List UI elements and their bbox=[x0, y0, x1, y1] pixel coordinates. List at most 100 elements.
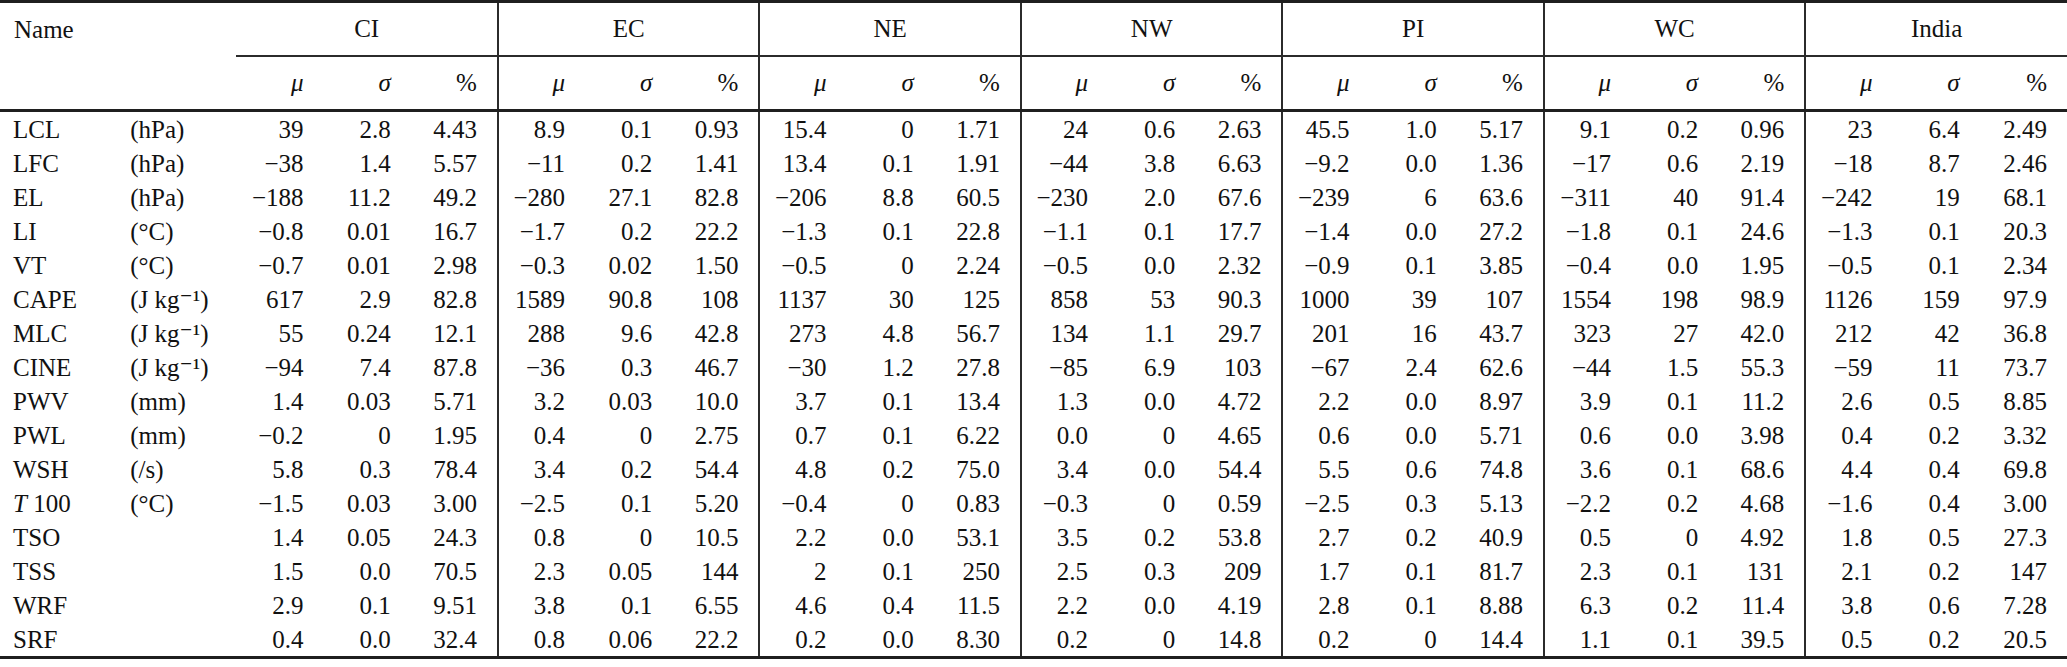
cell-nw-pct: 0.59 bbox=[1195, 486, 1282, 520]
cell-ec-pct: 5.20 bbox=[672, 486, 759, 520]
cell-wc-sigma: 0.1 bbox=[1631, 214, 1718, 248]
cell-ci-pct: 4.43 bbox=[411, 111, 498, 147]
row-label: PWV bbox=[0, 384, 116, 418]
cell-ec-sigma: 0.2 bbox=[585, 214, 672, 248]
group-header-row: NameCIECNENWPIWCIndia bbox=[0, 2, 2067, 57]
sigma-header-india: σ bbox=[1893, 56, 1980, 111]
table-row: CAPE(J kg⁻¹)6172.982.8158990.81081137301… bbox=[0, 282, 2067, 316]
cell-pi-sigma: 0.3 bbox=[1370, 486, 1457, 520]
cell-pi-pct: 8.88 bbox=[1457, 588, 1544, 622]
cell-ec-mu: 0.8 bbox=[498, 520, 585, 554]
cell-india-sigma: 0.5 bbox=[1893, 520, 1980, 554]
cell-pi-sigma: 0.1 bbox=[1370, 588, 1457, 622]
cell-nw-pct: 53.8 bbox=[1195, 520, 1282, 554]
pct-header-ci: % bbox=[411, 56, 498, 111]
cell-pi-pct: 81.7 bbox=[1457, 554, 1544, 588]
cell-pi-pct: 3.85 bbox=[1457, 248, 1544, 282]
cell-nw-sigma: 0 bbox=[1108, 486, 1195, 520]
cell-ci-pct: 82.8 bbox=[411, 282, 498, 316]
cell-ci-sigma: 7.4 bbox=[324, 350, 411, 384]
cell-nw-pct: 4.19 bbox=[1195, 588, 1282, 622]
cell-nw-mu: 2.2 bbox=[1021, 588, 1108, 622]
cell-wc-sigma: 1.5 bbox=[1631, 350, 1718, 384]
cell-nw-mu: −1.1 bbox=[1021, 214, 1108, 248]
cell-wc-mu: 3.9 bbox=[1544, 384, 1631, 418]
cell-ne-sigma: 4.8 bbox=[847, 316, 934, 350]
cell-ci-pct: 1.95 bbox=[411, 418, 498, 452]
cell-wc-sigma: 0.0 bbox=[1631, 418, 1718, 452]
cell-india-pct: 36.8 bbox=[1980, 316, 2067, 350]
cell-ec-pct: 82.8 bbox=[672, 180, 759, 214]
cell-nw-mu: 134 bbox=[1021, 316, 1108, 350]
cell-ec-sigma: 90.8 bbox=[585, 282, 672, 316]
cell-ci-mu: −94 bbox=[236, 350, 323, 384]
cell-ci-mu: −1.5 bbox=[236, 486, 323, 520]
cell-ec-sigma: 0.02 bbox=[585, 248, 672, 282]
cell-nw-pct: 209 bbox=[1195, 554, 1282, 588]
cell-pi-sigma: 0.2 bbox=[1370, 520, 1457, 554]
cell-nw-mu: −85 bbox=[1021, 350, 1108, 384]
cell-pi-mu: 45.5 bbox=[1282, 111, 1369, 147]
cell-india-mu: 0.4 bbox=[1805, 418, 1892, 452]
cell-india-sigma: 0.5 bbox=[1893, 384, 1980, 418]
cell-ci-pct: 9.51 bbox=[411, 588, 498, 622]
cell-ne-pct: 1.91 bbox=[934, 146, 1021, 180]
cell-india-pct: 68.1 bbox=[1980, 180, 2067, 214]
cell-pi-mu: 0.2 bbox=[1282, 622, 1369, 658]
cell-ec-pct: 1.41 bbox=[672, 146, 759, 180]
cell-ne-mu: 13.4 bbox=[759, 146, 846, 180]
cell-ci-mu: 55 bbox=[236, 316, 323, 350]
cell-india-sigma: 8.7 bbox=[1893, 146, 1980, 180]
cell-nw-sigma: 0.0 bbox=[1108, 248, 1195, 282]
cell-ne-pct: 56.7 bbox=[934, 316, 1021, 350]
cell-ci-mu: −38 bbox=[236, 146, 323, 180]
cell-nw-mu: −0.3 bbox=[1021, 486, 1108, 520]
cell-nw-sigma: 0 bbox=[1108, 622, 1195, 658]
sigma-header-nw: σ bbox=[1108, 56, 1195, 111]
cell-nw-sigma: 0.3 bbox=[1108, 554, 1195, 588]
cell-nw-sigma: 0.1 bbox=[1108, 214, 1195, 248]
cell-wc-sigma: 0.2 bbox=[1631, 111, 1718, 147]
cell-pi-mu: −0.9 bbox=[1282, 248, 1369, 282]
cell-ci-mu: 5.8 bbox=[236, 452, 323, 486]
cell-wc-sigma: 0.6 bbox=[1631, 146, 1718, 180]
unit-label: (°C) bbox=[116, 214, 236, 248]
cell-pi-mu: 2.2 bbox=[1282, 384, 1369, 418]
cell-ec-sigma: 0.2 bbox=[585, 452, 672, 486]
cell-india-sigma: 6.4 bbox=[1893, 111, 1980, 147]
cell-ec-sigma: 0 bbox=[585, 520, 672, 554]
cell-ec-pct: 1.50 bbox=[672, 248, 759, 282]
cell-india-pct: 3.32 bbox=[1980, 418, 2067, 452]
cell-nw-sigma: 53 bbox=[1108, 282, 1195, 316]
cell-india-pct: 7.28 bbox=[1980, 588, 2067, 622]
cell-ec-pct: 22.2 bbox=[672, 214, 759, 248]
row-label: TSO bbox=[0, 520, 116, 554]
cell-pi-pct: 8.97 bbox=[1457, 384, 1544, 418]
cell-ec-mu: −2.5 bbox=[498, 486, 585, 520]
cell-wc-pct: 42.0 bbox=[1718, 316, 1805, 350]
cell-india-sigma: 0.6 bbox=[1893, 588, 1980, 622]
cell-ci-pct: 49.2 bbox=[411, 180, 498, 214]
cell-nw-pct: 2.63 bbox=[1195, 111, 1282, 147]
cell-ne-mu: −1.3 bbox=[759, 214, 846, 248]
cell-ne-sigma: 8.8 bbox=[847, 180, 934, 214]
unit-label: (J kg⁻¹) bbox=[116, 350, 236, 384]
unit-label bbox=[116, 622, 236, 658]
cell-ec-sigma: 0.03 bbox=[585, 384, 672, 418]
row-label: EL bbox=[0, 180, 116, 214]
cell-wc-mu: 0.6 bbox=[1544, 418, 1631, 452]
table-row: LCL(hPa)392.84.438.90.10.9315.401.71240.… bbox=[0, 111, 2067, 147]
cell-wc-pct: 2.19 bbox=[1718, 146, 1805, 180]
row-label-text: TSO bbox=[13, 524, 60, 551]
cell-ne-mu: 0.2 bbox=[759, 622, 846, 658]
name-column-header: Name bbox=[0, 2, 236, 57]
mu-header-pi: μ bbox=[1282, 56, 1369, 111]
cell-wc-sigma: 0.1 bbox=[1631, 384, 1718, 418]
cell-india-sigma: 159 bbox=[1893, 282, 1980, 316]
cell-pi-mu: 201 bbox=[1282, 316, 1369, 350]
row-label-text: WRF bbox=[13, 592, 67, 619]
unit-label: (hPa) bbox=[116, 180, 236, 214]
cell-ec-sigma: 0.1 bbox=[585, 111, 672, 147]
mu-header-india: μ bbox=[1805, 56, 1892, 111]
cell-ci-pct: 78.4 bbox=[411, 452, 498, 486]
